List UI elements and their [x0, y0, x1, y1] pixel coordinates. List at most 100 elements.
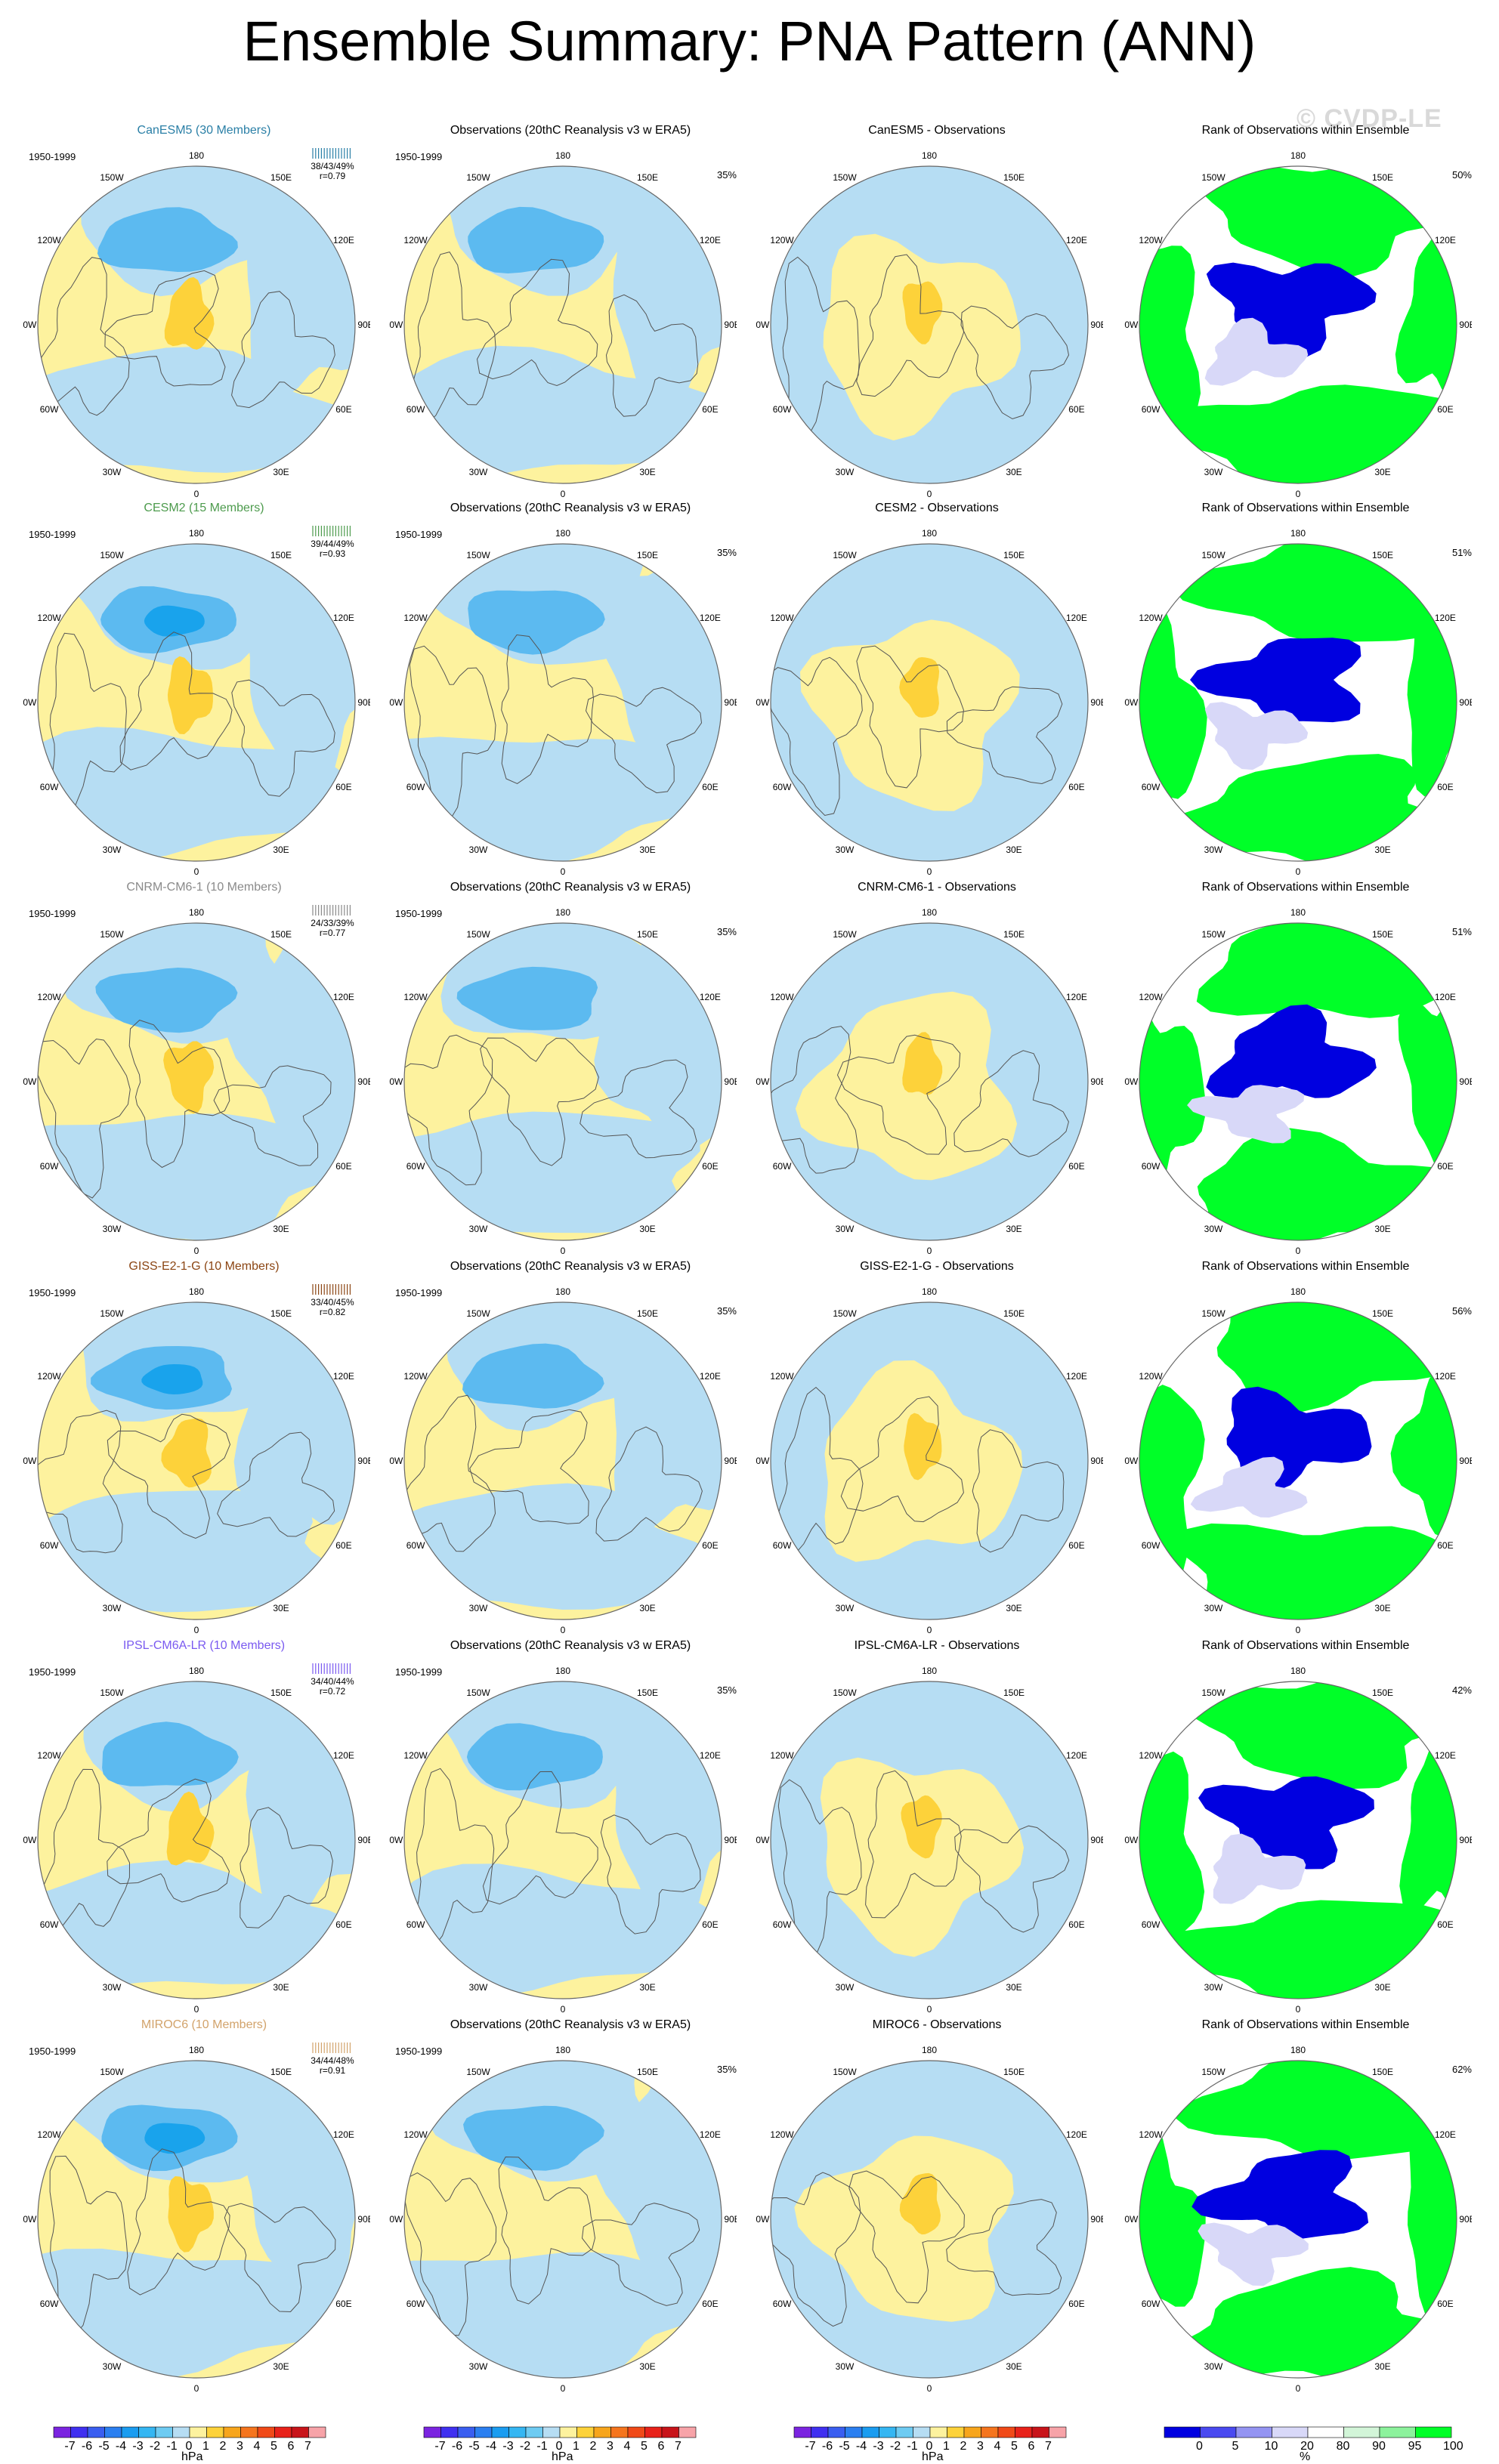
longitude-label: 30W — [103, 1603, 122, 1613]
longitude-label: 120E — [333, 2129, 354, 2140]
longitude-label: 60W — [773, 404, 792, 415]
percent-variance-label: 51% — [1451, 547, 1472, 558]
polar-map: 180 150E 120E 90E 60E 30E 0 30W 60W 90W 120W 150W — [23, 1287, 370, 1635]
longitude-label: 90E — [1459, 697, 1472, 708]
longitude-label: 90W — [756, 1076, 770, 1087]
colorbar-swatch — [1200, 2426, 1237, 2438]
longitude-label: 180 — [555, 1666, 570, 1676]
colorbar-tick-label: -4 — [855, 2440, 867, 2453]
longitude-label: 150W — [100, 1308, 124, 1319]
coastline-outline — [771, 1026, 1069, 1174]
longitude-label: 120E — [1066, 992, 1087, 1002]
longitude-label: 60W — [1142, 1919, 1161, 1930]
rank-high-region — [1139, 602, 1207, 806]
model-panel-title: IPSL-CM6A-LR (10 Members) — [122, 1639, 286, 1652]
longitude-label: 150W — [1201, 2067, 1225, 2077]
longitude-label: 120W — [770, 235, 794, 245]
longitude-label: 150W — [833, 1687, 857, 1698]
colorbar-swatch — [457, 2426, 475, 2438]
longitude-label: 120E — [700, 992, 721, 1002]
longitude-label: 30W — [1204, 844, 1223, 855]
longitude-label: 180 — [555, 151, 570, 161]
colorbar-tick-label: -7 — [805, 2440, 816, 2453]
longitude-label: 180 — [189, 1287, 204, 1297]
longitude-label: 120E — [1066, 235, 1087, 245]
longitude-label: 120E — [1066, 613, 1087, 623]
longitude-label: 150E — [270, 1687, 292, 1698]
longitude-label: 150E — [1003, 2067, 1025, 2077]
longitude-label: 0 — [561, 866, 566, 876]
longitude-label: 120W — [1139, 613, 1163, 623]
map-border — [770, 1681, 1089, 1999]
longitude-label: 60E — [1068, 1919, 1084, 1930]
longitude-label: 120W — [37, 1750, 61, 1761]
longitude-label: 30E — [273, 467, 289, 477]
longitude-label: 30W — [1204, 1603, 1223, 1613]
longitude-label: 60W — [1142, 1540, 1161, 1551]
pattern-correlation: r=0.72 — [319, 1686, 346, 1697]
longitude-label: 0 — [194, 489, 199, 499]
period-label: 1950-1999 — [395, 2046, 443, 2057]
colorbar-swatch — [257, 2426, 275, 2438]
colorbar-rank: 0 5 10 20 80 90 95 100% — [1164, 2426, 1463, 2463]
longitude-label: 90W — [1124, 1835, 1139, 1845]
rank-mid-region — [1204, 317, 1309, 386]
longitude-label: 60E — [335, 782, 351, 792]
longitude-label: 90E — [357, 697, 370, 708]
longitude-label: 0 — [561, 2383, 566, 2393]
longitude-label: 90W — [756, 1456, 770, 1466]
longitude-label: 0 — [194, 2004, 199, 2014]
longitude-label: 0 — [927, 1246, 932, 1255]
longitude-label: 0 — [927, 489, 932, 499]
colorbar-tick-label: -6 — [821, 2440, 833, 2453]
longitude-label: 150E — [637, 2067, 658, 2077]
map-border — [770, 1301, 1089, 1620]
colorbar-swatch — [929, 2426, 947, 2438]
longitude-label: 120E — [1066, 1750, 1087, 1761]
longitude-label: 60E — [335, 1161, 351, 1172]
longitude-label: 90E — [357, 320, 370, 330]
longitude-label: 120W — [770, 1371, 794, 1382]
polar-map: 180 150E 120E 90E 60E 30E 0 30W 60W 90W 120W 150W — [1124, 1287, 1472, 1635]
longitude-label: 0 — [927, 2004, 932, 2014]
longitude-label: 30E — [1006, 1603, 1021, 1613]
positive-anomaly-core — [167, 656, 213, 734]
longitude-label: 30E — [273, 844, 289, 855]
colorbar-swatch — [861, 2426, 879, 2438]
longitude-label: 60W — [1142, 404, 1161, 415]
longitude-label: 90W — [23, 1835, 37, 1845]
negative-anomaly-core — [462, 1343, 604, 1409]
longitude-label: 60W — [773, 782, 792, 792]
polar-map: 180 150E 120E 90E 60E 30E 0 30W 60W 90W 120W 150W — [389, 1666, 737, 2014]
map-border — [1139, 543, 1457, 862]
positive-difference-core — [899, 2172, 941, 2235]
longitude-label: 90E — [1090, 1456, 1103, 1466]
colorbar-swatch — [206, 2426, 224, 2438]
longitude-label: 90W — [1124, 697, 1139, 708]
polar-map: 180 150E 120E 90E 60E 30E 0 30W 60W 90W 120W 150W — [756, 2046, 1103, 2393]
longitude-label: 150E — [1003, 1687, 1025, 1698]
longitude-label: 150E — [1372, 172, 1393, 183]
coastline-outline — [771, 645, 1063, 817]
longitude-label: 90E — [1459, 320, 1472, 330]
longitude-label: 120E — [700, 235, 721, 245]
colorbar-swatch — [291, 2426, 309, 2438]
longitude-label: 60W — [1142, 782, 1161, 792]
longitude-label: 0 — [1296, 1246, 1301, 1255]
colorbar-swatch — [947, 2426, 965, 2438]
colorbar-swatch — [644, 2426, 663, 2438]
member-ticks — [312, 1663, 351, 1674]
longitude-label: 150E — [270, 550, 292, 560]
longitude-label: 90E — [1090, 697, 1103, 708]
percent-variance-label: 35% — [716, 169, 737, 181]
longitude-label: 180 — [1290, 1666, 1306, 1676]
member-ticks — [312, 905, 351, 916]
positive-difference-core — [899, 657, 940, 718]
diff-panel: GISS-E2-1-G - Observations 180 150E 120E 90E… — [756, 1257, 1118, 1635]
longitude-label: 60W — [1142, 2299, 1161, 2309]
rank-high-region — [1139, 1751, 1205, 1947]
colorbar-tick-label: 100 — [1443, 2440, 1463, 2453]
map-border — [1139, 1681, 1457, 1999]
longitude-label: 150W — [833, 172, 857, 183]
longitude-label: 180 — [922, 2046, 937, 2055]
